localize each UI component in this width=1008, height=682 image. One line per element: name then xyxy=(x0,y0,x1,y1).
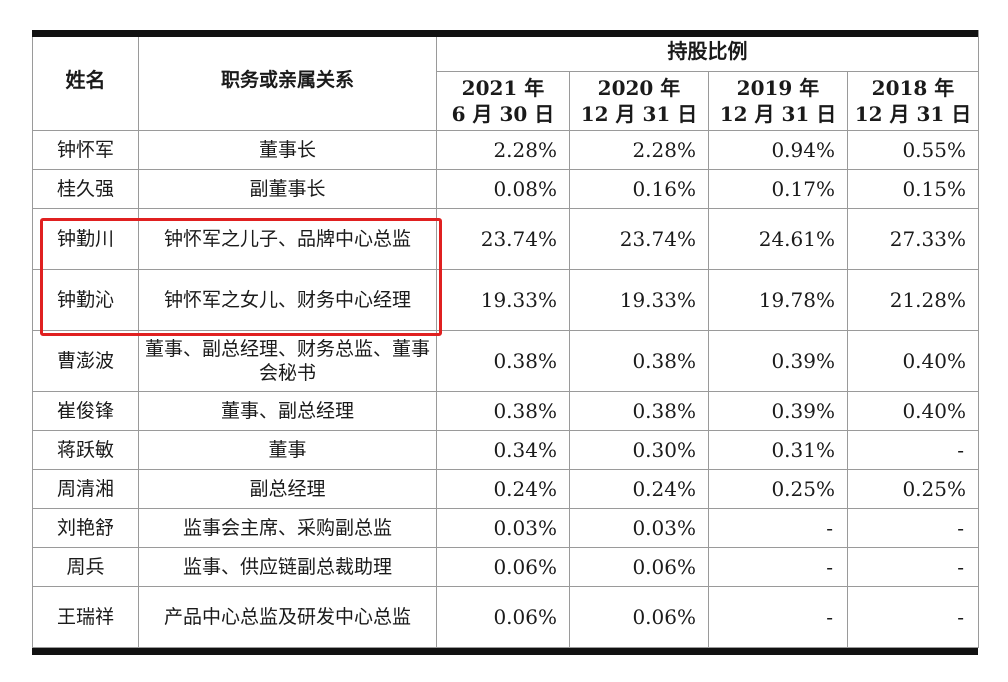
table-row: 蒋跃敏 董事 0.34% 0.30% 0.31% - xyxy=(32,430,979,470)
cell-relation: 董事长 xyxy=(138,130,437,170)
cell-value: 0.06% xyxy=(436,586,570,648)
cell-value: 0.24% xyxy=(569,469,709,509)
cell-value: 0.38% xyxy=(436,391,570,431)
cell-value: 0.38% xyxy=(569,330,709,392)
cell-name: 王瑞祥 xyxy=(32,586,139,648)
table-row: 周兵 监事、供应链副总裁助理 0.06% 0.06% - - xyxy=(32,547,979,587)
cell-name: 周兵 xyxy=(32,547,139,587)
cell-value: 19.78% xyxy=(708,269,848,331)
cell-value: 0.17% xyxy=(708,169,848,209)
header-relation: 职务或亲属关系 xyxy=(138,30,437,131)
cell-value: 0.24% xyxy=(436,469,570,509)
cell-value: 2.28% xyxy=(436,130,570,170)
cell-name: 钟勤沁 xyxy=(32,269,139,331)
cell-name: 钟勤川 xyxy=(32,208,139,270)
cell-value: 21.28% xyxy=(847,269,979,331)
cell-value: 0.16% xyxy=(569,169,709,209)
cell-value: 0.15% xyxy=(847,169,979,209)
cell-name: 桂久强 xyxy=(32,169,139,209)
cell-value: 0.25% xyxy=(708,469,848,509)
cell-name: 刘艳舒 xyxy=(32,508,139,548)
cell-value: 0.03% xyxy=(436,508,570,548)
cell-name: 崔俊锋 xyxy=(32,391,139,431)
cell-name: 曹澎波 xyxy=(32,330,139,392)
cell-value: 0.94% xyxy=(708,130,848,170)
table-row: 王瑞祥 产品中心总监及研发中心总监 0.06% 0.06% - - xyxy=(32,586,979,648)
table-row: 刘艳舒 监事会主席、采购副总监 0.03% 0.03% - - xyxy=(32,508,979,548)
table-row: 钟勤沁 钟怀军之女儿、财务中心经理 19.33% 19.33% 19.78% 2… xyxy=(32,269,979,331)
cell-name: 周清湘 xyxy=(32,469,139,509)
cell-value: - xyxy=(847,430,979,470)
table-top-rule xyxy=(32,30,978,37)
cell-relation: 监事、供应链副总裁助理 xyxy=(138,547,437,587)
cell-relation: 董事、副总经理、财务总监、董事会秘书 xyxy=(138,330,437,392)
cell-value: 0.25% xyxy=(847,469,979,509)
header-date-2020: 2020 年 12 月 31 日 xyxy=(569,71,709,131)
cell-value: 0.38% xyxy=(436,330,570,392)
cell-relation: 监事会主席、采购副总监 xyxy=(138,508,437,548)
cell-name: 蒋跃敏 xyxy=(32,430,139,470)
cell-value: 0.40% xyxy=(847,391,979,431)
cell-value: - xyxy=(708,547,848,587)
cell-name: 钟怀军 xyxy=(32,130,139,170)
cell-value: 0.08% xyxy=(436,169,570,209)
cell-value: 0.03% xyxy=(569,508,709,548)
cell-value: 0.31% xyxy=(708,430,848,470)
cell-relation: 钟怀军之女儿、财务中心经理 xyxy=(138,269,437,331)
table-row: 崔俊锋 董事、副总经理 0.38% 0.38% 0.39% 0.40% xyxy=(32,391,979,431)
cell-value: 0.06% xyxy=(569,586,709,648)
cell-value: 19.33% xyxy=(569,269,709,331)
table-bottom-rule xyxy=(32,648,978,655)
table-row: 桂久强 副董事长 0.08% 0.16% 0.17% 0.15% xyxy=(32,169,979,209)
cell-value: 2.28% xyxy=(569,130,709,170)
header-date-2018: 2018 年 12 月 31 日 xyxy=(847,71,979,131)
header-shareholding-ratio: 持股比例 xyxy=(436,30,979,72)
cell-value: 0.39% xyxy=(708,330,848,392)
cell-value: 19.33% xyxy=(436,269,570,331)
table-row: 钟怀军 董事长 2.28% 2.28% 0.94% 0.55% xyxy=(32,130,979,170)
cell-value: - xyxy=(708,586,848,648)
cell-relation: 董事、副总经理 xyxy=(138,391,437,431)
cell-value: 0.39% xyxy=(708,391,848,431)
cell-value: 0.30% xyxy=(569,430,709,470)
header-name: 姓名 xyxy=(32,30,139,131)
header-date-2019: 2019 年 12 月 31 日 xyxy=(708,71,848,131)
cell-value: 23.74% xyxy=(569,208,709,270)
cell-value: 24.61% xyxy=(708,208,848,270)
cell-value: 0.06% xyxy=(569,547,709,587)
cell-value: 0.55% xyxy=(847,130,979,170)
table-row: 周清湘 副总经理 0.24% 0.24% 0.25% 0.25% xyxy=(32,469,979,509)
cell-value: 0.06% xyxy=(436,547,570,587)
cell-value: 0.34% xyxy=(436,430,570,470)
cell-value: 0.38% xyxy=(569,391,709,431)
cell-value: - xyxy=(847,508,979,548)
cell-value: 27.33% xyxy=(847,208,979,270)
table-row: 钟勤川 钟怀军之儿子、品牌中心总监 23.74% 23.74% 24.61% 2… xyxy=(32,208,979,270)
cell-value: - xyxy=(847,547,979,587)
cell-relation: 副董事长 xyxy=(138,169,437,209)
cell-value: - xyxy=(708,508,848,548)
cell-relation: 副总经理 xyxy=(138,469,437,509)
cell-value: 0.40% xyxy=(847,330,979,392)
cell-relation: 钟怀军之儿子、品牌中心总监 xyxy=(138,208,437,270)
cell-value: 23.74% xyxy=(436,208,570,270)
cell-relation: 产品中心总监及研发中心总监 xyxy=(138,586,437,648)
table-row: 曹澎波 董事、副总经理、财务总监、董事会秘书 0.38% 0.38% 0.39%… xyxy=(32,330,979,392)
cell-relation: 董事 xyxy=(138,430,437,470)
cell-value: - xyxy=(847,586,979,648)
